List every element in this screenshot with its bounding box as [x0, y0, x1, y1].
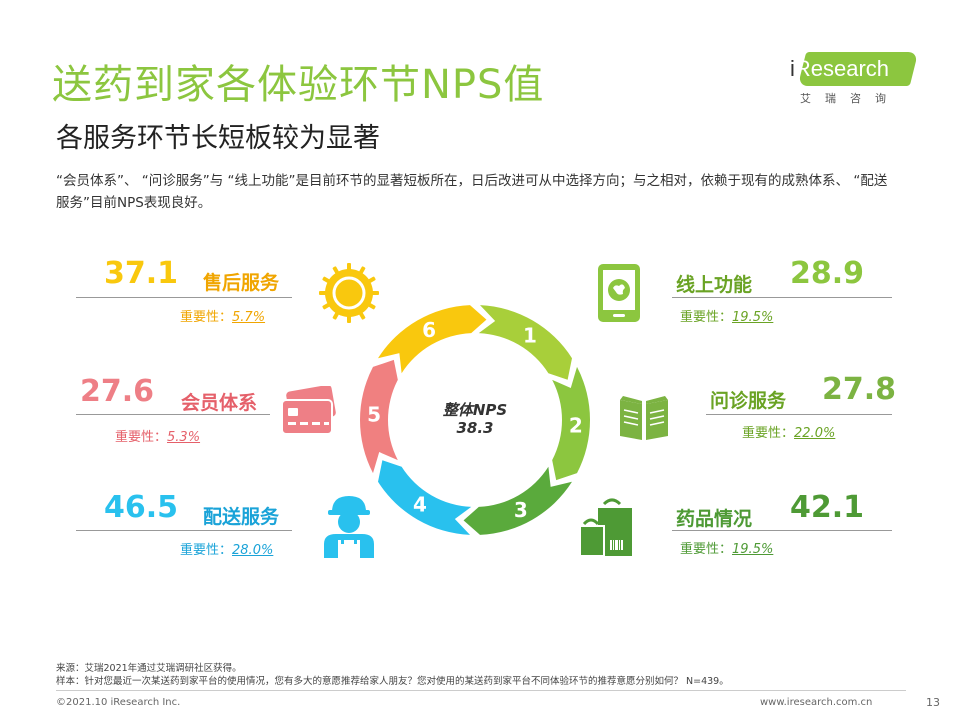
smartphone-location-icon [598, 264, 640, 322]
online-divider [672, 297, 892, 298]
footer-divider [56, 690, 906, 691]
page-subtitle: 各服务环节长短板较为显著 [56, 123, 380, 154]
wheel-segment-3 [463, 466, 572, 535]
iresearch-logo: iResearch 艾瑞咨询 [790, 52, 920, 106]
drug-divider [672, 530, 892, 531]
online-importance: 重要性：19.5% [680, 310, 774, 325]
delivery-worker-icon [324, 496, 374, 558]
aftersale-divider [76, 297, 292, 298]
website-text: www.iresearch.com.cn [760, 697, 873, 708]
wheel-segment-4 [378, 460, 472, 535]
description-text: “会员体系”、 “问诊服务”与 “线上功能”是目前环节的显著短板所在，日后改进可… [56, 173, 888, 211]
page-title: 送药到家各体验环节NPS值 [52, 62, 545, 108]
logo-brand: iResearch [790, 56, 889, 82]
member-importance: 重要性：5.3% [115, 430, 201, 445]
member-score: 27.6 [80, 374, 155, 409]
footer-notes: 来源：艾瑞2021年通过艾瑞调研社区获得。 样本：针对您最近一次某送药到家平台的… [56, 662, 729, 688]
consult-score: 27.8 [822, 372, 897, 407]
logo-brand-i: i [790, 56, 795, 81]
sun-badge-icon [319, 263, 379, 323]
overall-nps-value: 38.3 [456, 419, 493, 437]
wheel-segment-6 [378, 305, 487, 374]
aftersale-label: 售后服务 [203, 272, 280, 294]
shopping-bags-icon [579, 498, 632, 557]
consult-label: 问诊服务 [710, 390, 787, 412]
member-divider [76, 414, 270, 415]
aftersale-score: 37.1 [104, 256, 179, 291]
logo-brand-rest: Research [794, 56, 890, 81]
consult-divider [706, 414, 892, 415]
open-book-icon [620, 396, 668, 440]
copyright-text: ©2021.10 iResearch Inc. [56, 697, 181, 708]
wheel-segment-number-1: 1 [523, 323, 537, 347]
member-card-icon [281, 386, 336, 435]
drug-importance: 重要性：19.5% [680, 542, 774, 557]
page-number: 13 [926, 696, 940, 709]
logo-chinese-name: 艾瑞咨询 [800, 92, 900, 105]
delivery-score: 46.5 [104, 490, 179, 525]
wheel-segment-number-4: 4 [413, 493, 427, 517]
nps-cycle-wheel: 1 2 3 4 5 6 整体NPS 38.3 [360, 305, 590, 535]
wheel-segment-number-2: 2 [569, 413, 583, 437]
wheel-segment-number-6: 6 [422, 318, 436, 342]
online-label: 线上功能 [676, 274, 753, 296]
delivery-importance: 重要性：28.0% [180, 543, 274, 558]
drug-label: 药品情况 [676, 508, 753, 530]
drug-score: 42.1 [790, 490, 865, 525]
wheel-segment-number-5: 5 [367, 403, 381, 427]
delivery-label: 配送服务 [203, 506, 280, 528]
online-score: 28.9 [790, 256, 865, 291]
overall-nps-label: 整体NPS [443, 401, 507, 419]
sample-note: 样本：针对您最近一次某送药到家平台的使用情况，您有多大的意愿推荐给家人朋友？您对… [56, 676, 729, 687]
wheel-segment-2 [552, 366, 590, 481]
wheel-segment-number-3: 3 [514, 498, 528, 522]
member-label: 会员体系 [181, 392, 258, 414]
delivery-divider [76, 530, 292, 531]
wheel-segment-1 [478, 305, 572, 380]
consult-importance: 重要性：22.0% [742, 426, 836, 441]
source-note: 来源：艾瑞2021年通过艾瑞调研社区获得。 [56, 663, 242, 674]
wheel-segment-5 [360, 359, 398, 474]
aftersale-importance: 重要性：5.7% [180, 310, 266, 325]
